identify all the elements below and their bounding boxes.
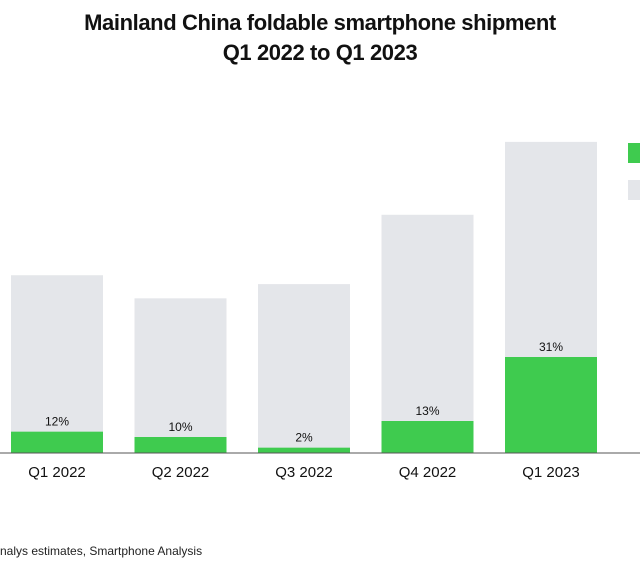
chart-title: Mainland China foldable smartphone shipm… [0, 8, 640, 68]
x-tick-label-1: Q1 2022 [28, 464, 86, 481]
data-label-5: 31% [539, 340, 563, 354]
x-tick-label-2: Q2 2022 [152, 464, 210, 481]
foldable-share-bar-2 [134, 437, 227, 453]
chart-title-line-1: Mainland China foldable smartphone shipm… [84, 10, 556, 35]
source-note: nalys estimates, Smartphone Analysis [0, 544, 203, 558]
foldable-share-bar-5 [505, 357, 597, 453]
total-bar-4 [381, 214, 474, 453]
foldable-share-bar-3 [258, 447, 350, 453]
data-label-4: 13% [415, 404, 439, 418]
legend-swatch-total [628, 180, 640, 200]
foldable-share-bar-4 [381, 421, 474, 453]
data-label-1: 12% [45, 415, 69, 429]
total-bar-3 [258, 284, 350, 453]
total-bar-1 [11, 275, 103, 453]
x-tick-label-4: Q4 2022 [399, 464, 457, 481]
data-label-2: 10% [168, 420, 192, 434]
legend-swatch-foldable [628, 143, 640, 163]
foldable-share-bar-1 [11, 431, 103, 453]
data-label-3: 2% [295, 431, 313, 445]
total-bar-2 [134, 298, 227, 453]
x-tick-label-3: Q3 2022 [275, 464, 333, 481]
chart-title-line-2: Q1 2022 to Q1 2023 [222, 40, 418, 65]
x-tick-label-5: Q1 2023 [522, 464, 580, 481]
